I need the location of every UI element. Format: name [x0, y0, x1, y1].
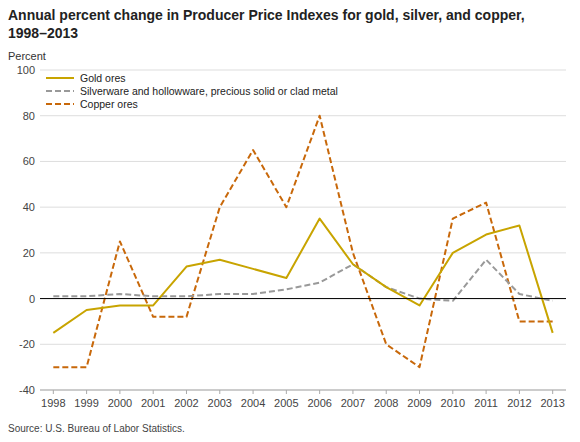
x-tick-label: 2012 — [507, 397, 531, 409]
grid-line — [40, 70, 566, 71]
legend-label: Gold ores — [80, 72, 126, 84]
y-tick-label: 60 — [23, 155, 35, 167]
grid-line — [40, 344, 566, 345]
lines — [53, 116, 552, 367]
grid-line — [40, 252, 566, 253]
chart: Annual percent change in Producer Price … — [0, 0, 580, 442]
y-tick-label: -40 — [19, 384, 35, 396]
y-axis-label: Percent — [8, 50, 46, 62]
subtitle: 1998–2013 — [8, 25, 78, 41]
legend: Gold oresSilverware and hollowware, prec… — [46, 72, 338, 110]
y-tick-label: 20 — [23, 247, 35, 259]
y-tick-label: -20 — [19, 338, 35, 350]
x-tick-label: 2009 — [407, 397, 431, 409]
legend-swatch — [46, 77, 74, 79]
x-tick-label: 2004 — [241, 397, 265, 409]
x-tick — [519, 390, 520, 394]
series-line — [53, 219, 552, 333]
x-tick-label: 2007 — [341, 397, 365, 409]
legend-swatch — [46, 103, 74, 105]
x-tick-label: 1999 — [74, 397, 98, 409]
x-tick — [219, 390, 220, 394]
x-tick-label: 2013 — [540, 397, 564, 409]
legend-swatch — [46, 90, 74, 92]
x-tick — [486, 390, 487, 394]
grid-line — [40, 115, 566, 116]
x-tick-label: 2003 — [208, 397, 232, 409]
x-tick — [53, 390, 54, 394]
x-tick — [286, 390, 287, 394]
x-tick-label: 2010 — [441, 397, 465, 409]
x-axis-line — [40, 390, 566, 391]
grid-line — [40, 298, 566, 299]
x-tick-label: 2006 — [307, 397, 331, 409]
zero-line — [40, 298, 566, 299]
x-tick — [452, 390, 453, 394]
series-line — [53, 116, 552, 367]
y-tick-label: 80 — [23, 110, 35, 122]
x-tick — [86, 390, 87, 394]
x-tick-label: 2008 — [374, 397, 398, 409]
x-tick — [419, 390, 420, 394]
x-tick-label: 1998 — [41, 397, 65, 409]
y-tick-label: 40 — [23, 201, 35, 213]
x-tick-label: 2011 — [474, 397, 498, 409]
x-tick-label: 2000 — [108, 397, 132, 409]
x-tick-label: 2005 — [274, 397, 298, 409]
x-tick — [119, 390, 120, 394]
x-tick — [186, 390, 187, 394]
y-tick-label: 100 — [17, 64, 35, 76]
y-tick-label: 0 — [29, 293, 35, 305]
x-tick — [386, 390, 387, 394]
source-note: Source: U.S. Bureau of Labor Statistics. — [8, 423, 185, 434]
x-tick — [319, 390, 320, 394]
legend-label: Copper ores — [80, 98, 138, 110]
legend-label: Silverware and hollowware, precious soli… — [80, 85, 338, 97]
grid-line — [40, 161, 566, 162]
series-line — [53, 260, 552, 301]
x-tick-label: 2002 — [174, 397, 198, 409]
x-tick-label: 2001 — [141, 397, 165, 409]
x-tick — [552, 390, 553, 394]
title: Annual percent change in Producer Price … — [8, 7, 525, 23]
x-tick — [352, 390, 353, 394]
grid-line — [40, 390, 566, 391]
x-tick — [153, 390, 154, 394]
grid-line — [40, 207, 566, 208]
grid — [40, 70, 566, 390]
x-tick — [253, 390, 254, 394]
